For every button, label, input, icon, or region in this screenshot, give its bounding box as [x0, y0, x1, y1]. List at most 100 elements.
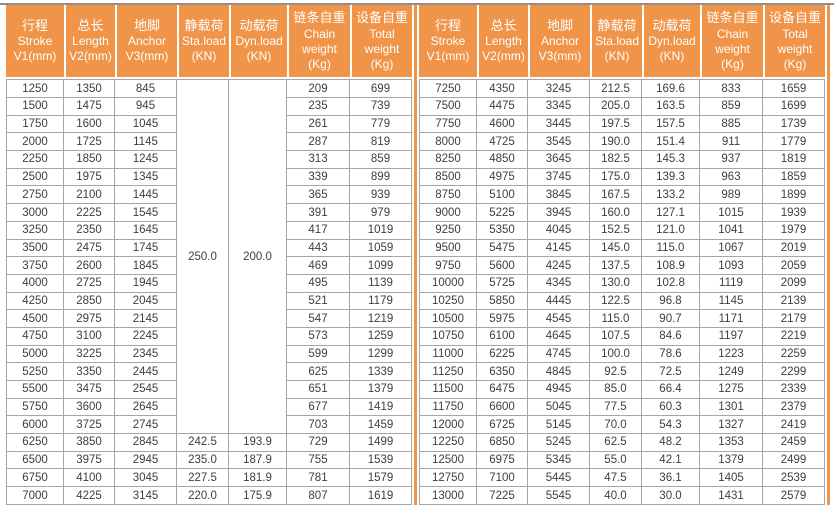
table-cell: 833: [700, 79, 763, 99]
table-cell: 5350: [477, 221, 528, 240]
table-cell: 3345: [528, 98, 590, 116]
table-row: 11250 6350 4845 92.5 72.5 1249 2299: [419, 363, 825, 382]
table-row: 11500 6475 4945 85.0 66.4 1275 2339: [419, 381, 825, 399]
table-row: 10250 5850 4445 122.5 96.8 1145 2139: [419, 292, 825, 311]
column-header-cn: 设备自重: [768, 10, 821, 26]
table-cell: 625: [287, 363, 350, 382]
table-cell: 2139: [763, 292, 825, 311]
table-cell: 547: [287, 310, 350, 328]
table-cell: 8750: [419, 186, 477, 205]
table-cell: 2645: [115, 398, 177, 417]
table-cell: 859: [350, 151, 412, 169]
table-cell: 4850: [477, 151, 528, 169]
table-cell: 4145: [528, 239, 590, 258]
table-cell: 2945: [115, 451, 177, 470]
merged-load-cell: 200.0: [229, 79, 287, 435]
table-cell: 1779: [763, 133, 825, 152]
table-cell: 3745: [528, 168, 590, 187]
table-cell: 10000: [419, 274, 477, 293]
table-cell: 779: [350, 115, 412, 134]
table-cell: 108.9: [642, 257, 700, 275]
column-header: 总长 Length V2(mm): [64, 5, 115, 79]
column-header: 地脚 Anchor V3(mm): [528, 5, 590, 79]
table-cell: 1600: [64, 115, 115, 134]
table-cell: 2539: [763, 469, 825, 488]
column-header: 行程 Stroke V1(mm): [6, 5, 64, 79]
table-cell: 6725: [477, 416, 528, 435]
table-cell: 5750: [6, 398, 64, 417]
table-cell: 5345: [528, 451, 590, 470]
table-row: 1500 1475 945 235 739: [6, 98, 412, 116]
column-header-cn: 动载荷: [239, 17, 279, 33]
table-row: 3500 2475 1745 443 1059: [6, 239, 412, 258]
table-cell: 819: [350, 133, 412, 152]
table-cell: 2975: [64, 310, 115, 328]
table-cell: 1249: [700, 363, 763, 382]
table-row: 5500 3475 2545 651 1379: [6, 381, 412, 399]
table-cell: 2299: [763, 363, 825, 382]
table-row: 4250 2850 2045 521 1179: [6, 292, 412, 311]
table-row: 2500 1975 1345 339 899: [6, 168, 412, 187]
table-cell: 4500: [6, 310, 64, 328]
table-cell: 55.0: [590, 451, 642, 470]
column-header-en: (KN): [246, 49, 272, 64]
column-header-en: (KN): [659, 49, 685, 64]
table-cell: 573: [287, 327, 350, 346]
table-cell: 197.5: [590, 115, 642, 134]
table-row: 12500 6975 5345 55.0 42.1 1379 2499: [419, 451, 825, 470]
column-header-cn: 静载荷: [597, 17, 637, 33]
table-row: 7250 4350 3245 212.5 169.6 833 1659: [419, 79, 825, 99]
table-cell: 11250: [419, 363, 477, 382]
table-cell: 78.6: [642, 345, 700, 364]
table-cell: 3100: [64, 327, 115, 346]
table-cell: 1245: [115, 151, 177, 169]
column-header-en: weight: [364, 41, 400, 56]
table-cell: 10500: [419, 310, 477, 328]
table-cell: 175.0: [590, 168, 642, 187]
table-cell: 7100: [477, 469, 528, 488]
table-cell: 92.5: [590, 363, 642, 382]
column-header: 设备自重 Total weight (Kg): [350, 5, 412, 79]
table-cell: 781: [287, 469, 350, 488]
table-cell: 3850: [64, 434, 115, 452]
table-cell: 2179: [763, 310, 825, 328]
table-cell: 1979: [763, 221, 825, 240]
table-row: 8000 4725 3545 190.0 151.4 911 1779: [419, 133, 825, 152]
header-row: 行程 Stroke V1(mm) 总长 Length V2(mm) 地脚 Anchor V3(m…: [6, 5, 412, 79]
column-header-en: (Kg): [370, 56, 394, 71]
table-cell: 2499: [763, 451, 825, 470]
column-header: 地脚 Anchor V3(mm): [115, 5, 177, 79]
table-cell: 1739: [763, 115, 825, 134]
table-cell: 127.1: [642, 204, 700, 222]
spec-table-right: 行程 Stroke V1(mm) 总长 Length V2(mm) 地脚 Anchor V3(m…: [419, 5, 825, 505]
table-cell: 313: [287, 151, 350, 169]
column-header-en: weight: [777, 41, 813, 56]
table-cell: 4000: [6, 274, 64, 293]
table-cell: 2259: [763, 345, 825, 364]
column-header-cn: 链条自重: [706, 10, 759, 26]
table-cell: 7225: [477, 487, 528, 505]
column-header-en: Length: [72, 34, 109, 49]
table-cell: 130.0: [590, 274, 642, 293]
table-row: 11000 6225 4745 100.0 78.6 1223 2259: [419, 345, 825, 364]
table-cell: 651: [287, 381, 350, 399]
table-cell: 963: [700, 168, 763, 187]
column-header: 静载荷 Sta.load (KN): [590, 5, 642, 79]
table-cell: 235: [287, 98, 350, 116]
table-cell: 1259: [350, 327, 412, 346]
table-cell: 3045: [115, 469, 177, 488]
table-cell: 807: [287, 487, 350, 505]
table-cell: 96.8: [642, 292, 700, 311]
table-cell: 8000: [419, 133, 477, 152]
table-cell: 133.2: [642, 186, 700, 205]
table-cell: 365: [287, 186, 350, 205]
table-cell: 9750: [419, 257, 477, 275]
column-header-en: Anchor: [127, 34, 167, 49]
table-row: 2250 1850 1245 313 859: [6, 151, 412, 169]
column-header-en: Length: [485, 34, 522, 49]
table-cell: 187.9: [229, 451, 287, 470]
table-cell: 3475: [64, 381, 115, 399]
table-cell: 2100: [64, 186, 115, 205]
table-row: 7000 4225 3145 220.0 175.9 807 1619: [6, 487, 412, 505]
table-cell: 1327: [700, 416, 763, 435]
